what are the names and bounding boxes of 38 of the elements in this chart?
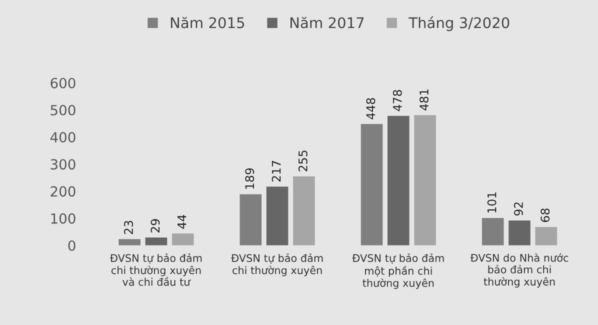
data-label: 217 bbox=[272, 160, 281, 182]
bar bbox=[266, 186, 288, 246]
legend-label: Năm 2017 bbox=[290, 16, 364, 28]
x-tick-label: ĐVSN tự bảo đảm một phần chi thường xuyên bbox=[352, 253, 444, 289]
bar bbox=[508, 220, 530, 246]
data-label: 44 bbox=[178, 214, 186, 229]
y-tick-label: 500 bbox=[50, 104, 76, 116]
data-label: 101 bbox=[487, 192, 496, 213]
data-label: 255 bbox=[298, 150, 308, 172]
legend-label: Tháng 3/2020 bbox=[408, 16, 510, 32]
data-label: 189 bbox=[245, 168, 254, 189]
data-label: 68 bbox=[540, 208, 550, 222]
bar bbox=[388, 116, 410, 246]
legend-label: Năm 2015 bbox=[170, 16, 244, 28]
bar bbox=[118, 239, 140, 246]
bar bbox=[240, 194, 262, 246]
data-label: 478 bbox=[392, 90, 402, 112]
bar bbox=[172, 233, 194, 246]
y-tick-label: 600 bbox=[50, 78, 76, 88]
bar bbox=[414, 115, 436, 246]
bar bbox=[535, 226, 558, 246]
data-label: 92 bbox=[514, 202, 523, 216]
data-label: 29 bbox=[150, 219, 160, 232]
y-tick-label: 0 bbox=[68, 240, 76, 251]
bar bbox=[360, 124, 383, 246]
bar bbox=[145, 238, 168, 246]
data-label: 23 bbox=[124, 220, 134, 234]
y-tick-label: 100 bbox=[51, 213, 76, 224]
x-tick-label: ĐVSN tự bảo đảm chi thường xuyên và chi đầu tư bbox=[110, 253, 202, 286]
x-tick-label: ĐVSN do Nhà nước bảo đảm chi thường xuyên bbox=[470, 253, 568, 288]
bar bbox=[482, 218, 504, 246]
bar bbox=[293, 176, 315, 246]
data-label: 448 bbox=[366, 98, 376, 120]
y-tick-label: 400 bbox=[50, 132, 76, 143]
x-tick-label: ĐVSN tự bảo đảm chi thường xuyên bbox=[231, 253, 323, 276]
data-label: 481 bbox=[420, 89, 428, 110]
y-tick-label: 200 bbox=[50, 186, 76, 197]
y-tick-label: 300 bbox=[50, 159, 76, 170]
